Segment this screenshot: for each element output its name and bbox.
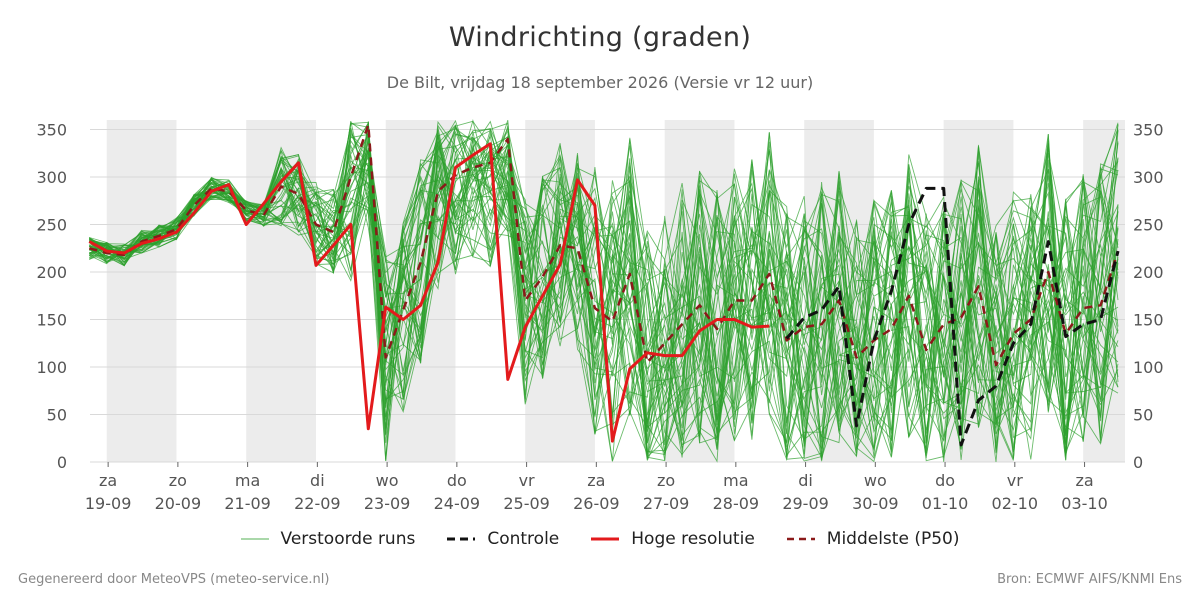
main-series — [88, 123, 1120, 447]
y-tick-left-350: 350 — [36, 121, 67, 140]
series-line-controle — [785, 186, 1120, 447]
legend-item-hires: Hoge resolutie — [591, 529, 755, 549]
chart-subtitle: De Bilt, vrijdag 18 september 2026 (Vers… — [386, 73, 814, 92]
legend: Verstoorde runs Controle Hoge resolutie … — [0, 529, 1200, 549]
y-tick-right-300: 300 — [1133, 168, 1164, 187]
x-tick-date-8: 27-09 — [643, 494, 690, 513]
y-tick-left-300: 300 — [36, 168, 67, 187]
y-tick-left-150: 150 — [36, 311, 67, 330]
x-tick-date-3: 22-09 — [294, 494, 341, 513]
x-tick-date-14: 03-10 — [1061, 494, 1108, 513]
x-tick-date-5: 24-09 — [434, 494, 481, 513]
y-tick-right-200: 200 — [1133, 263, 1164, 282]
legend-label-control: Controle — [487, 529, 560, 549]
x-tick-weekday-13: vr — [1007, 471, 1023, 490]
y-tick-left-200: 200 — [36, 263, 67, 282]
y-tick-right-100: 100 — [1133, 358, 1164, 377]
legend-item-control: Controle — [447, 529, 559, 549]
ensemble-run-35 — [89, 119, 1119, 462]
x-tick-weekday-6: vr — [519, 471, 535, 490]
shaded-band-0 — [106, 120, 177, 462]
x-tick-date-0: 19-09 — [85, 494, 132, 513]
legend-label-median: Middelste (P50) — [826, 529, 960, 549]
y-tick-right-250: 250 — [1133, 216, 1164, 235]
ensemble-run-48 — [89, 166, 1119, 463]
x-tick-date-9: 28-09 — [713, 494, 760, 513]
footer-source: Bron: ECMWF AIFS/KNMI Ens — [997, 572, 1182, 587]
ensemble-run-47 — [89, 124, 1119, 461]
x-tick-date-10: 29-09 — [782, 494, 829, 513]
y-tick-right-50: 50 — [1133, 406, 1153, 425]
legend-item-median: Middelste (P50) — [786, 529, 960, 549]
legend-swatch-control — [447, 537, 476, 541]
y-axis-right: 0 50 100 150 200 250 300 350 — [1133, 121, 1164, 473]
x-tick-weekday-0: za — [99, 471, 117, 490]
x-tick-weekday-12: do — [935, 471, 955, 490]
y-axis-left: 0 50 100 150 200 250 300 350 — [36, 121, 67, 473]
x-tick-date-1: 20-09 — [155, 494, 202, 513]
x-tick-date-4: 23-09 — [364, 494, 411, 513]
legend-item-ensemble: Verstoorde runs — [240, 529, 416, 549]
legend-swatch-hires — [591, 537, 620, 541]
x-tick-weekday-8: zo — [657, 471, 675, 490]
x-axis: za 19-09 zo 20-09 ma 21-09 di 22-09 wo 23-09 do 24-… — [85, 462, 1108, 513]
series-line-hoge-resolutie — [88, 142, 770, 443]
ensemble-run-19 — [89, 121, 1119, 450]
x-tick-weekday-4: wo — [376, 471, 399, 490]
x-tick-weekday-14: za — [1075, 471, 1093, 490]
footer-credit: Gegenereerd door MeteoVPS (meteo-service… — [18, 572, 330, 587]
y-tick-left-100: 100 — [36, 358, 67, 377]
x-tick-date-12: 01-10 — [922, 494, 969, 513]
legend-swatch-ensemble — [240, 538, 269, 540]
x-tick-weekday-7: za — [587, 471, 605, 490]
x-tick-date-13: 02-10 — [992, 494, 1039, 513]
x-tick-weekday-5: do — [447, 471, 467, 490]
x-tick-weekday-1: zo — [169, 471, 187, 490]
x-tick-date-11: 30-09 — [852, 494, 899, 513]
ensemble-run-37 — [89, 148, 1119, 460]
y-tick-right-150: 150 — [1133, 311, 1164, 330]
ensemble-run-42 — [89, 121, 1119, 454]
x-tick-weekday-9: ma — [723, 471, 748, 490]
y-tick-right-0: 0 — [1133, 453, 1143, 472]
y-tick-right-350: 350 — [1133, 121, 1164, 140]
x-tick-date-7: 26-09 — [573, 494, 620, 513]
legend-label-hires: Hoge resolutie — [631, 529, 755, 549]
x-tick-weekday-11: wo — [864, 471, 887, 490]
x-tick-weekday-10: di — [798, 471, 813, 490]
x-tick-weekday-3: di — [310, 471, 325, 490]
x-tick-date-2: 21-09 — [224, 494, 271, 513]
y-tick-left-50: 50 — [47, 406, 67, 425]
y-tick-left-250: 250 — [36, 216, 67, 235]
y-tick-left-0: 0 — [57, 453, 67, 472]
wind-direction-chart: 0 50 100 150 200 250 300 350 0 50 100 150 200 250 300… — [36, 119, 1164, 513]
legend-swatch-median — [786, 537, 815, 541]
x-tick-date-6: 25-09 — [503, 494, 550, 513]
x-tick-weekday-2: ma — [235, 471, 260, 490]
chart-title: Windrichting (graden) — [448, 22, 752, 53]
legend-label-ensemble: Verstoorde runs — [280, 529, 416, 549]
